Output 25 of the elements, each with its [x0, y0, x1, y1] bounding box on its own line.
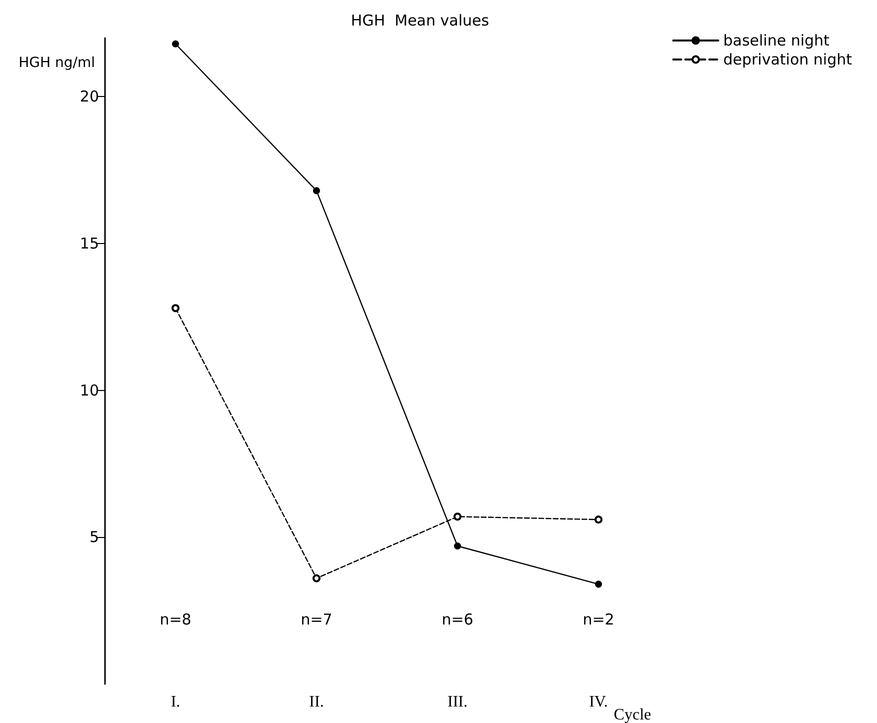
y-tick-label: 15	[80, 234, 99, 253]
y-tick-label: 5	[89, 528, 99, 546]
x-axis-title: Cycle	[614, 706, 652, 723]
point	[313, 187, 320, 194]
x-tick-label: II.	[309, 694, 324, 710]
annotation: n=6	[442, 610, 474, 628]
point	[312, 574, 320, 582]
point	[172, 40, 179, 48]
x-tick-label: III.	[448, 694, 468, 710]
annotation: n=8	[160, 610, 192, 628]
point	[172, 304, 180, 312]
point	[594, 516, 602, 524]
y-tick-label: 20	[80, 88, 99, 106]
x-tick-label: IV.	[589, 694, 608, 710]
point	[454, 542, 461, 550]
x-tick-label: I.	[170, 694, 180, 710]
point	[595, 580, 602, 588]
y-tick-label: 10	[80, 381, 99, 400]
legend-label: deprivation night	[723, 50, 852, 68]
annotation: n=2	[582, 610, 614, 628]
point	[454, 512, 462, 521]
y-axis-title: HGH ng/ml	[18, 55, 95, 71]
legend-label: baseline night	[723, 32, 830, 50]
chart-title: HGH Mean values	[350, 12, 490, 30]
annotation: n=7	[300, 610, 332, 628]
